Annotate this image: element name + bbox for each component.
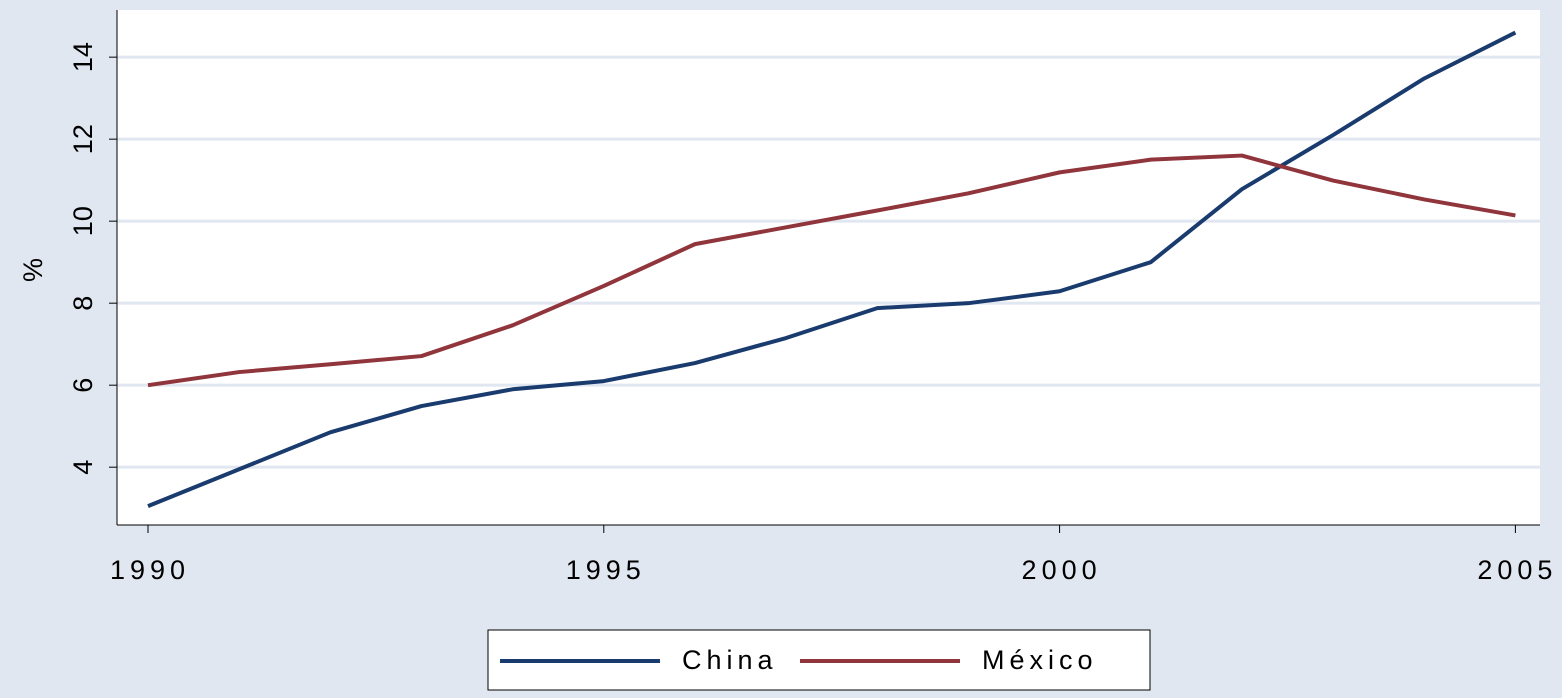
series-line	[147, 153, 1516, 388]
plot-area	[117, 10, 1540, 525]
legend-label: China	[682, 645, 778, 675]
legend-label: México	[982, 645, 1098, 675]
y-tick-label: 4	[68, 460, 98, 475]
y-axis-label: %	[18, 258, 48, 282]
y-tick-label: 10	[68, 206, 98, 236]
x-tick-label: 2005	[1477, 555, 1557, 585]
x-tick-label: 1990	[110, 555, 190, 585]
x-tick-label: 1995	[566, 555, 646, 585]
y-tick-label: 14	[68, 42, 98, 72]
x-tick-label: 2000	[1022, 555, 1102, 585]
series-line	[147, 30, 1517, 508]
y-tick-label: 6	[68, 378, 98, 393]
y-tick-label: 8	[68, 296, 98, 311]
y-tick-label: 12	[68, 124, 98, 154]
